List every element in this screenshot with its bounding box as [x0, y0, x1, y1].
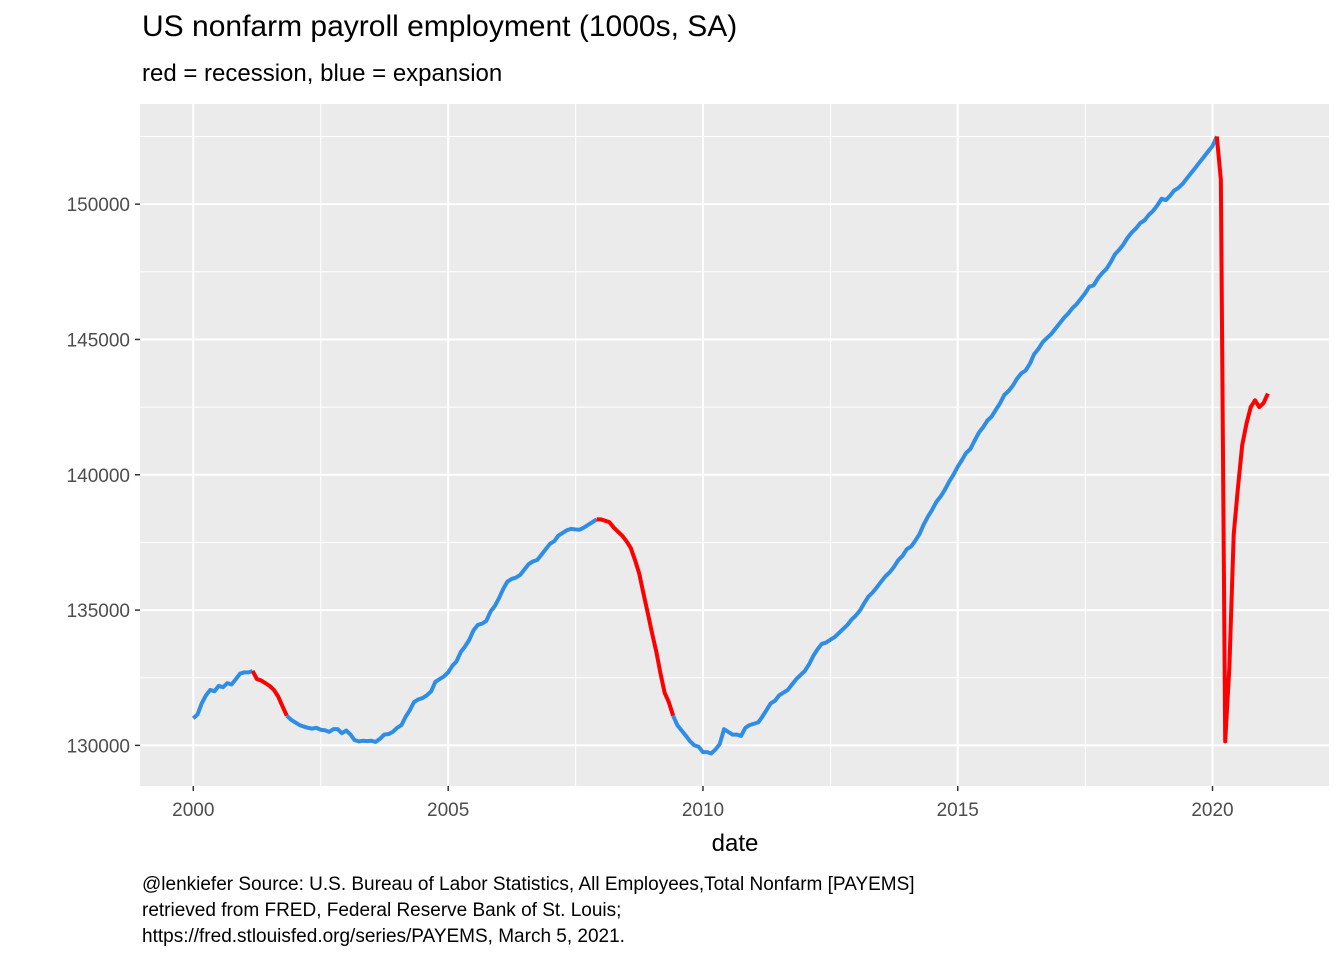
recession-series-line — [1214, 136, 1270, 744]
series-layer — [191, 135, 1270, 756]
y-tick-label: 135000 — [67, 601, 130, 622]
caption-line: https://fred.stlouisfed.org/series/PAYEM… — [142, 926, 625, 947]
x-tick-label: 2020 — [1191, 800, 1233, 821]
grid-minor — [140, 104, 1329, 786]
chart-title: US nonfarm payroll employment (1000s, SA… — [142, 10, 738, 43]
y-tick-label: 145000 — [67, 330, 130, 351]
plot-panel — [140, 104, 1329, 786]
x-tick-label: 2010 — [682, 800, 724, 821]
x-tick-label: 2000 — [172, 800, 214, 821]
chart-caption: @lenkiefer Source: U.S. Bureau of Labor … — [142, 872, 915, 950]
y-axis: 130000 135000 140000 145000 150000 — [67, 195, 140, 757]
x-tick-label: 2015 — [937, 800, 979, 821]
expansion-series-line — [285, 517, 598, 744]
x-axis: 2000 2005 2010 2015 2020 — [172, 786, 1234, 821]
expansion-series-line — [671, 135, 1219, 756]
caption-line: @lenkiefer Source: U.S. Bureau of Labor … — [142, 874, 915, 895]
y-tick-label: 150000 — [67, 195, 130, 216]
caption-line: retrieved from FRED, Federal Reserve Ban… — [142, 900, 622, 921]
chart-subtitle: red = recession, blue = expansion — [142, 60, 503, 87]
expansion-series-line — [191, 669, 254, 720]
x-axis-title: date — [712, 830, 759, 857]
x-tick-label: 2005 — [427, 800, 469, 821]
recession-series-line — [250, 670, 289, 717]
y-tick-label: 130000 — [67, 736, 130, 757]
y-tick-label: 140000 — [67, 466, 130, 487]
recession-series-line — [596, 517, 676, 717]
